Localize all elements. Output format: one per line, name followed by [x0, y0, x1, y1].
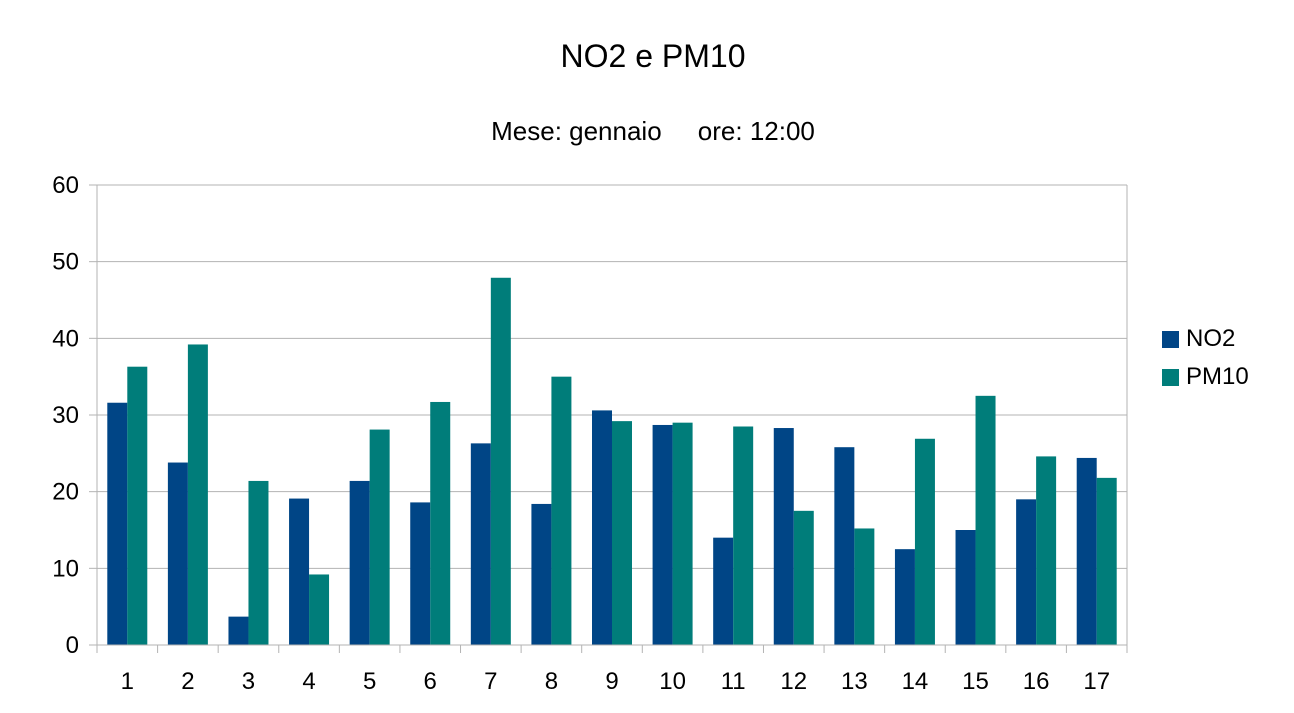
bar-pm10-5	[369, 429, 390, 645]
x-tick-label: 15	[962, 668, 989, 695]
x-tick-label: 1	[121, 668, 134, 695]
bar-pm10-16	[1036, 456, 1057, 645]
y-tick-label: 20	[52, 479, 79, 506]
bar-pm10-7	[490, 277, 511, 645]
bar-pm10-8	[551, 376, 572, 645]
bars	[107, 277, 1117, 645]
bar-no2-16	[1016, 499, 1037, 645]
y-tick-label: 40	[52, 325, 79, 352]
bar-no2-4	[289, 498, 310, 645]
x-tick-label: 7	[484, 668, 497, 695]
x-tick-label: 17	[1083, 668, 1110, 695]
bar-pm10-13	[854, 528, 875, 645]
x-tick-label: 4	[302, 668, 315, 695]
bar-pm10-14	[914, 438, 935, 645]
bar-pm10-3	[248, 480, 269, 645]
chart-title: NO2 e PM10	[560, 38, 746, 74]
legend-label-pm10: PM10	[1186, 363, 1249, 390]
x-tick-label: 14	[902, 668, 929, 695]
bar-no2-12	[773, 428, 794, 645]
bar-pm10-15	[975, 395, 996, 645]
bar-no2-10	[652, 424, 673, 645]
y-tick-label: 0	[66, 632, 79, 659]
x-tick-label: 3	[242, 668, 255, 695]
y-tick-label: 30	[52, 402, 79, 429]
bar-pm10-11	[733, 426, 754, 645]
bar-pm10-2	[187, 344, 208, 645]
bar-no2-13	[834, 447, 855, 645]
legend-label-no2: NO2	[1186, 325, 1236, 352]
bar-pm10-10	[672, 422, 693, 645]
chart-subtitle: Mese: gennaio ore: 12:00	[491, 116, 815, 146]
x-tick-label: 13	[841, 668, 868, 695]
bar-no2-14	[894, 549, 915, 645]
y-tick-label: 50	[52, 249, 79, 276]
axes	[96, 185, 1128, 653]
y-tick-label: 10	[52, 555, 79, 582]
bar-pm10-1	[127, 366, 148, 645]
x-tick-label: 9	[605, 668, 618, 695]
bar-pm10-9	[612, 421, 632, 645]
x-tick-label: 12	[780, 668, 807, 695]
bar-no2-8	[531, 503, 552, 645]
legend-item-no2: NO2	[1162, 320, 1249, 358]
bar-pm10-12	[793, 510, 814, 645]
legend-item-pm10: PM10	[1162, 358, 1249, 396]
x-tick-label: 8	[545, 668, 558, 695]
x-tick-label: 10	[659, 668, 686, 695]
x-tick-label: 11	[721, 668, 746, 695]
bar-pm10-6	[430, 401, 451, 645]
bar-no2-1	[107, 402, 128, 645]
bar-no2-11	[713, 537, 734, 645]
x-tick-labels: 1 2 3 4 5 6 7 8 9 10 11 12 13 14 15 16 17	[121, 668, 1110, 695]
x-tick-label: 2	[181, 668, 194, 695]
bar-no2-5	[349, 480, 370, 645]
bar-pm10-17	[1096, 477, 1117, 645]
bar-no2-9	[592, 410, 612, 645]
legend: NO2 PM10	[1162, 320, 1249, 396]
bar-no2-15	[955, 530, 976, 645]
bar-no2-7	[470, 443, 491, 645]
bar-no2-2	[167, 462, 188, 645]
bar-no2-17	[1076, 457, 1097, 645]
x-tick-label: 6	[424, 668, 437, 695]
x-tick-label: 16	[1023, 668, 1050, 695]
legend-swatch-no2	[1162, 330, 1179, 348]
bar-no2-6	[410, 502, 431, 645]
bar-no2-3	[228, 616, 249, 645]
y-tick-label: 60	[52, 172, 79, 199]
bar-pm10-4	[309, 574, 330, 645]
x-tick-label: 5	[363, 668, 376, 695]
y-tick-labels: 0 10 20 30 40 50 60	[52, 172, 79, 659]
legend-swatch-pm10	[1162, 368, 1179, 386]
